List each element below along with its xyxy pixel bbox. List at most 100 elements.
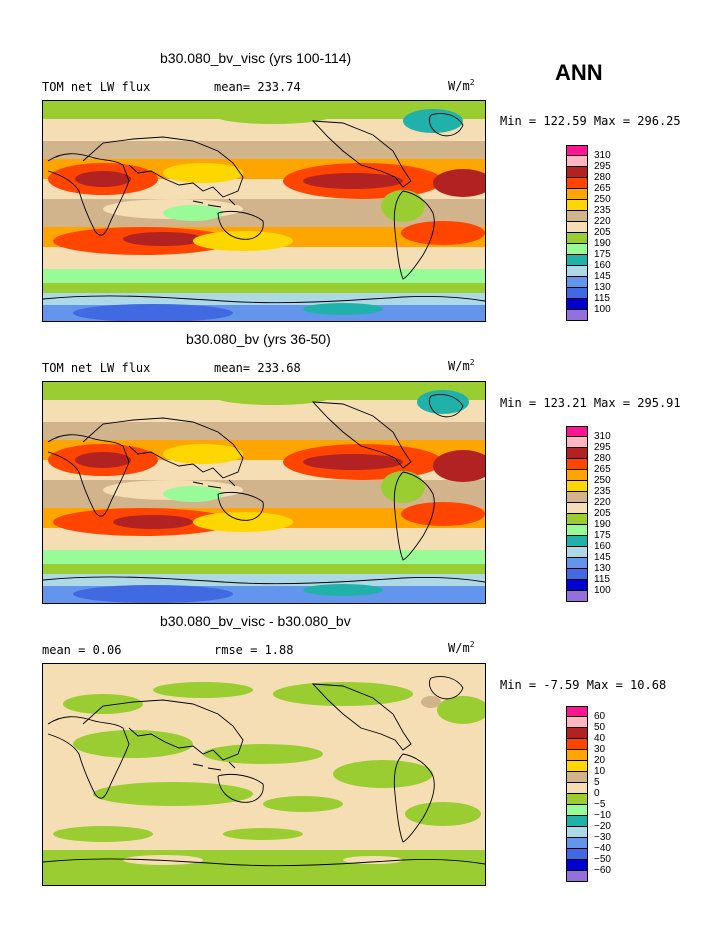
panel3-units: W/m2	[448, 640, 475, 655]
colorbar-swatch	[566, 591, 588, 602]
colorbar-label: 235	[594, 205, 611, 216]
colorbar-swatch	[566, 569, 588, 580]
panel3-title: b30.080_bv_visc - b30.080_bv	[160, 613, 351, 629]
colorbar-label: −10	[594, 810, 611, 821]
colorbar-swatch	[566, 211, 588, 222]
colorbar-swatch	[566, 514, 588, 525]
colorbar-label: 280	[594, 453, 611, 464]
panel2-variable: TOM net LW flux	[42, 361, 151, 375]
colorbar-label: −40	[594, 843, 611, 854]
colorbar-label: 160	[594, 541, 611, 552]
colorbar-label: 250	[594, 194, 611, 205]
colorbar-swatch	[566, 178, 588, 189]
colorbar-label: 10	[594, 766, 606, 777]
colorbar-swatch	[566, 772, 588, 783]
colorbar-label: 115	[594, 574, 610, 585]
colorbar-label: 280	[594, 172, 611, 183]
panel2-title: b30.080_bv (yrs 36-50)	[186, 331, 331, 347]
colorbar-label: 310	[594, 431, 611, 442]
colorbar-swatch	[566, 717, 588, 728]
colorbar-label: 310	[594, 150, 611, 161]
colorbar-swatch	[566, 492, 588, 503]
colorbar-swatch	[566, 167, 588, 178]
colorbar-label: 50	[594, 722, 606, 733]
colorbar-swatch	[566, 838, 588, 849]
colorbar-swatch	[566, 233, 588, 244]
colorbar-swatch	[566, 437, 588, 448]
colorbar-swatch	[566, 426, 588, 437]
colorbar-label: 235	[594, 486, 611, 497]
panel2-colorbar	[566, 426, 588, 602]
colorbar-label: 295	[594, 161, 611, 172]
panel1-colorbar	[566, 145, 588, 321]
panel2-minmax: Min = 123.21 Max = 295.91	[500, 396, 681, 410]
colorbar-swatch	[566, 503, 588, 514]
colorbar-label: 265	[594, 183, 611, 194]
colorbar-label: 5	[594, 777, 600, 788]
colorbar-swatch	[566, 827, 588, 838]
colorbar-swatch	[566, 536, 588, 547]
colorbar-swatch	[566, 266, 588, 277]
colorbar-label: 250	[594, 475, 611, 486]
colorbar-label: 295	[594, 442, 611, 453]
colorbar-swatch	[566, 783, 588, 794]
colorbar-label: 175	[594, 530, 611, 541]
panel1-minmax: Min = 122.59 Max = 296.25	[500, 114, 681, 128]
panel3-colorbar	[566, 706, 588, 882]
colorbar-swatch	[566, 728, 588, 739]
colorbar-label: 160	[594, 260, 611, 271]
colorbar-swatch	[566, 794, 588, 805]
colorbar-swatch	[566, 525, 588, 536]
colorbar-swatch	[566, 189, 588, 200]
colorbar-swatch	[566, 739, 588, 750]
colorbar-swatch	[566, 288, 588, 299]
panel3-rmse: rmse = 1.88	[214, 643, 294, 657]
colorbar-label: 130	[594, 282, 611, 293]
colorbar-label: −30	[594, 832, 611, 843]
colorbar-label: −50	[594, 854, 611, 865]
colorbar-label: 205	[594, 508, 611, 519]
colorbar-swatch	[566, 849, 588, 860]
colorbar-swatch	[566, 244, 588, 255]
panel3-minmax: Min = -7.59 Max = 10.68	[500, 678, 667, 692]
colorbar-swatch	[566, 816, 588, 827]
colorbar-label: 100	[594, 585, 611, 596]
colorbar-swatch	[566, 706, 588, 717]
panel1-mean: mean= 233.74	[214, 80, 301, 94]
colorbar-label: 145	[594, 271, 611, 282]
colorbar-label: 60	[594, 711, 606, 722]
colorbar-label: 115	[594, 293, 610, 304]
panel2-units: W/m2	[448, 358, 475, 373]
panel1-title: b30.080_bv_visc (yrs 100-114)	[160, 50, 352, 66]
colorbar-swatch	[566, 481, 588, 492]
panel2-map	[42, 381, 486, 604]
colorbar-label: −20	[594, 821, 611, 832]
panel3-map	[42, 663, 486, 886]
colorbar-label: 100	[594, 304, 611, 315]
colorbar-swatch	[566, 145, 588, 156]
colorbar-swatch	[566, 299, 588, 310]
colorbar-swatch	[566, 222, 588, 233]
colorbar-swatch	[566, 580, 588, 591]
colorbar-swatch	[566, 470, 588, 481]
colorbar-swatch	[566, 871, 588, 882]
colorbar-swatch	[566, 805, 588, 816]
colorbar-swatch	[566, 156, 588, 167]
colorbar-label: 30	[594, 744, 606, 755]
panel3-mean: mean = 0.06	[42, 643, 122, 657]
colorbar-swatch	[566, 558, 588, 569]
season-label: ANN	[555, 60, 603, 85]
colorbar-swatch	[566, 277, 588, 288]
colorbar-label: 175	[594, 249, 611, 260]
panel1-map	[42, 100, 486, 322]
colorbar-label: 40	[594, 733, 606, 744]
colorbar-label: 190	[594, 519, 611, 530]
colorbar-label: 220	[594, 497, 611, 508]
colorbar-swatch	[566, 310, 588, 321]
colorbar-label: 130	[594, 563, 611, 574]
colorbar-swatch	[566, 860, 588, 871]
colorbar-label: 265	[594, 464, 611, 475]
colorbar-swatch	[566, 547, 588, 558]
colorbar-swatch	[566, 200, 588, 211]
colorbar-label: 190	[594, 238, 611, 249]
